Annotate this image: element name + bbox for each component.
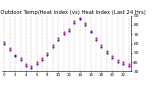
Title: Milw. Outdoor Temp/Heat Index (vs) Heat Index (Last 24 Hrs): Milw. Outdoor Temp/Heat Index (vs) Heat … bbox=[0, 10, 146, 15]
